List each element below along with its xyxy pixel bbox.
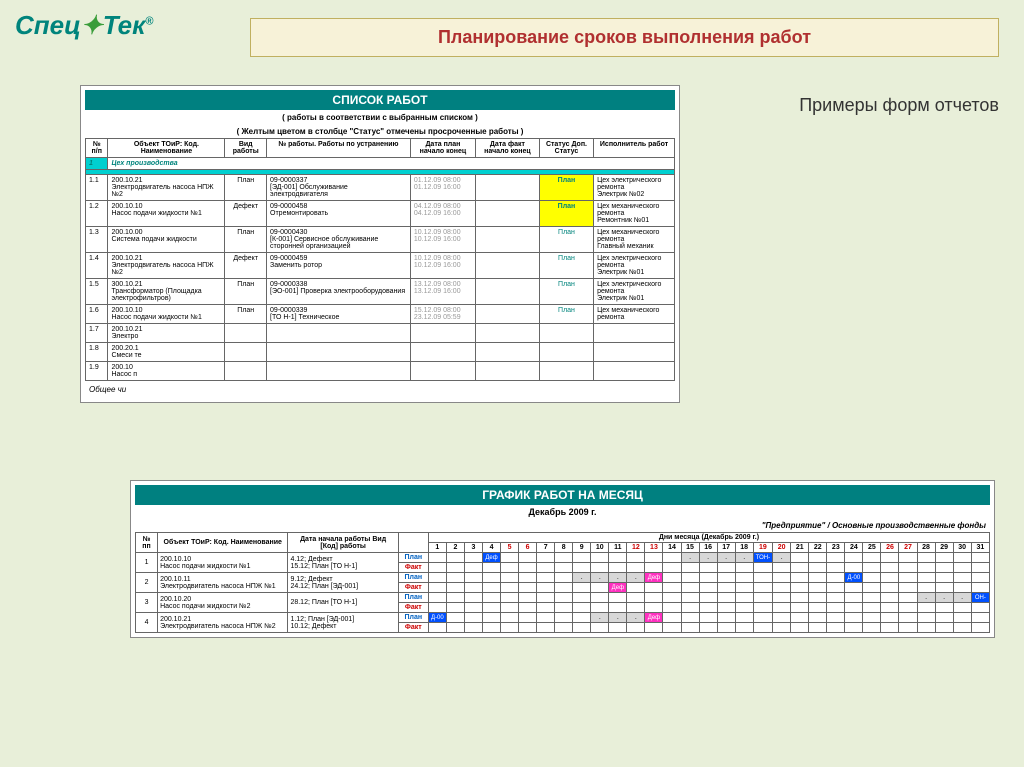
day-header: 3	[464, 543, 482, 553]
side-label: Примеры форм отчетов	[799, 95, 999, 116]
day-header: 26	[881, 543, 899, 553]
table-header: Статус Доп. Статус	[539, 139, 593, 158]
report1-title: СПИСОК РАБОТ	[85, 90, 675, 110]
report-work-list: СПИСОК РАБОТ ( работы в соответствии с в…	[80, 85, 680, 403]
table-header: Объект ТОиР: Код. Наименование	[108, 139, 225, 158]
schedule-row: 3200.10.20Насос подачи жидкости №228.12;…	[136, 593, 990, 603]
table-row: 1.5300.10.21Трансформатор (Площадка элек…	[86, 279, 675, 305]
logo: Спец✦Тек®	[15, 10, 153, 41]
day-header: 9	[573, 543, 591, 553]
table-row: 1.6200.10.10Насос подачи жидкости №1План…	[86, 305, 675, 324]
day-header: 12	[627, 543, 645, 553]
table-row: 1.1200.10.21Электродвигатель насоса НПЖ …	[86, 175, 675, 201]
table-header: Дата план начало конец	[410, 139, 475, 158]
day-header: 16	[699, 543, 717, 553]
day-header: 5	[501, 543, 519, 553]
day-header: 31	[971, 543, 989, 553]
day-header: 4	[483, 543, 501, 553]
report-month-schedule: ГРАФИК РАБОТ НА МЕСЯЦ Декабрь 2009 г. "П…	[130, 480, 995, 638]
page-title: Планирование сроков выполнения работ	[250, 18, 999, 57]
report1-sub: ( работы в соответствии с выбранным спис…	[85, 110, 675, 125]
day-header: 18	[735, 543, 753, 553]
day-header: 17	[717, 543, 735, 553]
day-header: 1	[428, 543, 446, 553]
day-header: 21	[791, 543, 809, 553]
day-header: 20	[773, 543, 791, 553]
table-row: 1.2200.10.10Насос подачи жидкости №1Дефе…	[86, 201, 675, 227]
table-row: 1.9200.10Насос п	[86, 362, 675, 381]
table-header: № п/п	[86, 139, 108, 158]
day-header: 6	[519, 543, 537, 553]
day-header: 14	[663, 543, 681, 553]
report1-table: № п/пОбъект ТОиР: Код. НаименованиеВид р…	[85, 138, 675, 381]
table-header: Вид работы	[225, 139, 267, 158]
report2-sub2: "Предприятие" / Основные производственны…	[135, 519, 990, 532]
day-header: 10	[591, 543, 609, 553]
table-row: 1.8200.20.1Смеси те	[86, 343, 675, 362]
day-header: 8	[555, 543, 573, 553]
day-header: 15	[681, 543, 699, 553]
table-header: Исполнитель работ	[594, 139, 675, 158]
table-header: № работы. Работы по устранению	[267, 139, 411, 158]
day-header: 25	[863, 543, 881, 553]
schedule-row: 2200.10.11Электродвигатель насоса НПЖ №1…	[136, 573, 990, 583]
table-row: 1.4200.10.21Электродвигатель насоса НПЖ …	[86, 253, 675, 279]
day-header: 24	[845, 543, 863, 553]
day-header: 13	[645, 543, 663, 553]
day-header: 11	[609, 543, 627, 553]
report2-sub: Декабрь 2009 г.	[135, 505, 990, 519]
day-header: 2	[446, 543, 464, 553]
schedule-row: 1200.10.10Насос подачи жидкости №14.12; …	[136, 553, 990, 563]
day-header: 28	[917, 543, 935, 553]
day-header: 22	[809, 543, 827, 553]
section-row: Цех производства	[108, 158, 675, 170]
day-header: 23	[827, 543, 845, 553]
report2-title: ГРАФИК РАБОТ НА МЕСЯЦ	[135, 485, 990, 505]
report1-footer: Общее чи	[85, 381, 675, 398]
schedule-row: 4200.10.21Электродвигатель насоса НПЖ №2…	[136, 613, 990, 623]
day-header: 29	[935, 543, 953, 553]
table-row: 1.3200.10.00Система подачи жидкостиПлан0…	[86, 227, 675, 253]
day-header: 7	[537, 543, 555, 553]
table-header: Дата факт начало конец	[475, 139, 539, 158]
day-header: 30	[953, 543, 971, 553]
day-header: 27	[899, 543, 917, 553]
day-header: 19	[753, 543, 772, 553]
report2-table: № ппОбъект ТОиР: Код. НаименованиеДата н…	[135, 532, 990, 633]
report1-sub2: ( Желтым цветом в столбце "Статус" отмеч…	[85, 125, 675, 138]
table-row: 1.7200.10.21Электро	[86, 324, 675, 343]
